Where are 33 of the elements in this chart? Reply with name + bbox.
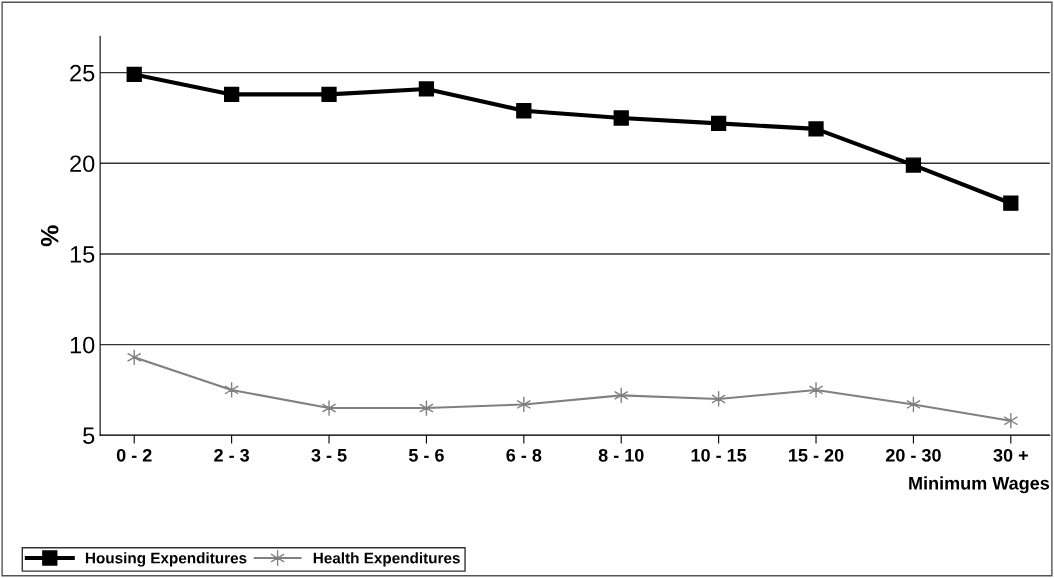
x-tick-label: 5 - 6 [408, 448, 444, 462]
y-tick-label: 10 [70, 336, 95, 354]
point [1003, 412, 1019, 430]
y-axis-title: % [40, 225, 59, 247]
point [516, 103, 532, 119]
x-tick-label: 0 - 2 [116, 448, 152, 462]
point [710, 115, 727, 132]
point [808, 121, 824, 137]
x-tick-label: 10 - 15 [691, 448, 747, 462]
y-tick-label: 5 [83, 427, 95, 445]
x-tick-label: 30 + [993, 448, 1028, 462]
point [321, 86, 337, 103]
point [418, 81, 435, 97]
x-tick-label: 6 - 8 [506, 448, 542, 462]
point [223, 86, 240, 103]
point [516, 396, 532, 413]
x-tick-label: 8 - 10 [598, 448, 644, 462]
legend-label: Health Expenditures [313, 552, 460, 567]
x-axis-title: Minimum Wages [909, 476, 1050, 494]
point [905, 157, 922, 173]
point [1003, 195, 1019, 211]
x-tick-label: 20 - 30 [885, 448, 941, 462]
y-tick-label: 20 [70, 155, 95, 173]
y-tick-label: 15 [70, 246, 95, 263]
y-tick-label: 25 [70, 64, 95, 82]
legend-label: Housing Expenditures [85, 552, 247, 567]
x-tick-label: 3 - 5 [311, 448, 347, 462]
x-tick-label: 2 - 3 [214, 448, 250, 462]
point [321, 399, 337, 417]
point [126, 66, 142, 83]
point [613, 110, 629, 126]
x-tick-label: 15 - 20 [789, 448, 844, 462]
point [808, 381, 824, 399]
